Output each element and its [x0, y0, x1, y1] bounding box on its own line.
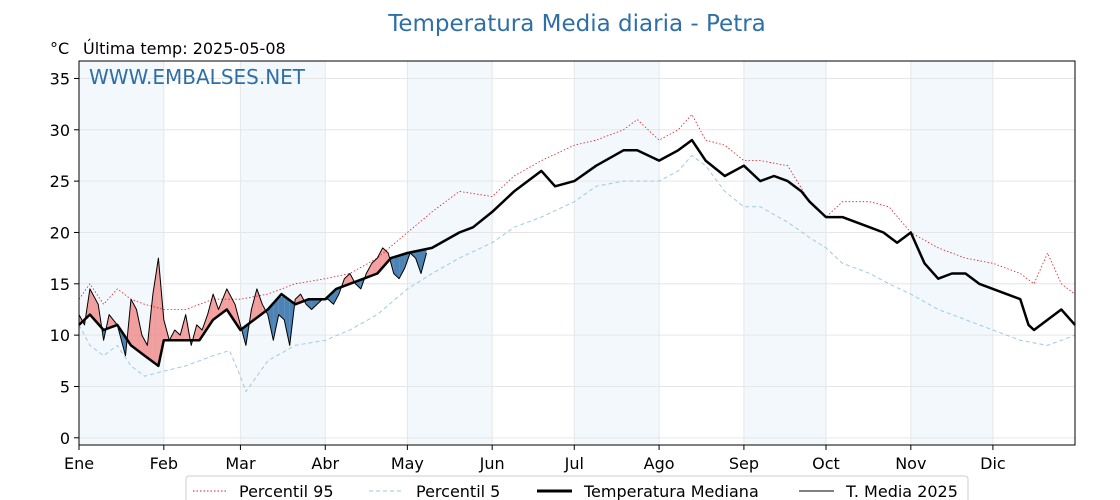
legend-label-median: Temperatura Mediana: [583, 482, 759, 500]
series-percentile-5: [78, 155, 1076, 393]
anomaly-segment: [267, 303, 274, 341]
last-update-label: Última temp: 2025-05-08: [83, 39, 286, 58]
y-axis: 0 5 10 15 20 25 30 35: [50, 69, 79, 448]
month-band-mar: [240, 61, 326, 445]
anomaly-segment: [174, 330, 181, 341]
anomaly-segment: [213, 294, 219, 320]
plot-frame: [78, 60, 1076, 446]
y-tick-label: 30: [50, 121, 70, 140]
x-tick-label-nov: Nov: [895, 454, 926, 473]
month-band-sep: [743, 61, 826, 445]
series-2025: [78, 247, 427, 357]
legend-label-p5: Percentil 5: [416, 482, 500, 500]
x-tick-label-dic: Dic: [980, 454, 1006, 473]
unit-label: °C: [50, 39, 69, 58]
x-tick-label-mar: Mar: [225, 454, 256, 473]
anomaly-segment: [141, 335, 148, 358]
month-band-jul: [574, 61, 660, 445]
month-band-nov: [910, 61, 993, 445]
anomaly-segment: [273, 297, 279, 341]
data-series: [78, 114, 1076, 393]
anomaly-segment: [284, 296, 290, 346]
x-tick-label-ene: Ene: [64, 454, 94, 473]
month-shading-bands: [79, 61, 993, 445]
anomaly-segment: [202, 314, 208, 337]
anomaly-segment: [306, 299, 312, 310]
y-tick-label: 15: [50, 275, 70, 294]
y-tick-label: 5: [60, 377, 70, 396]
anomaly-segment: [415, 250, 421, 274]
x-tick-label-may: May: [391, 454, 424, 473]
legend: Percentil 95 Percentil 5 Temperatura Med…: [185, 475, 969, 500]
x-tick-label-sep: Sep: [729, 454, 759, 473]
anomaly-segment: [136, 309, 142, 354]
anomaly-segment: [218, 288, 227, 316]
anomaly-fill: [79, 247, 427, 366]
anomaly-segment: [251, 288, 257, 322]
x-tick-label-oct: Oct: [812, 454, 840, 473]
anomaly-segment: [131, 299, 137, 350]
legend-box: [185, 475, 969, 500]
anomaly-segment: [393, 255, 400, 279]
x-tick-label-feb: Feb: [150, 454, 178, 473]
anomaly-segment: [152, 258, 159, 366]
x-tick-label-jul: Jul: [564, 454, 584, 473]
legend-label-p95: Percentil 95: [239, 482, 334, 500]
x-axis: Ene Feb Mar Abr May Jun Jul Ago Sep Oct Nov Dic: [64, 445, 1006, 473]
anomaly-segment: [399, 253, 405, 279]
series-percentile-95: [78, 114, 1076, 310]
anomaly-segment: [278, 296, 285, 320]
anomaly-segment: [226, 288, 235, 322]
y-tick-label: 20: [50, 223, 70, 242]
chart-title: Temperatura Media diaria - Petra: [387, 11, 766, 37]
y-tick-label: 10: [50, 326, 70, 345]
anomaly-segment: [158, 258, 164, 366]
y-tick-label: 0: [60, 429, 70, 448]
anomaly-segment: [333, 287, 339, 305]
legend-label-2025: T. Media 2025: [845, 482, 958, 500]
y-tick-label: 25: [50, 172, 70, 191]
x-tick-label-ago: Ago: [644, 454, 675, 473]
watermark: WWW.EMBALSES.NET: [89, 65, 306, 89]
anomaly-segment: [311, 299, 318, 310]
anomaly-segment: [256, 288, 263, 318]
y-tick-label: 35: [50, 69, 70, 88]
month-band-ene: [79, 61, 164, 445]
x-tick-label-jun: Jun: [479, 454, 505, 473]
series-median: [78, 138, 1076, 368]
anomaly-segment: [344, 273, 350, 286]
x-tick-label-abr: Abr: [311, 454, 339, 473]
anomaly-segment: [328, 291, 334, 305]
